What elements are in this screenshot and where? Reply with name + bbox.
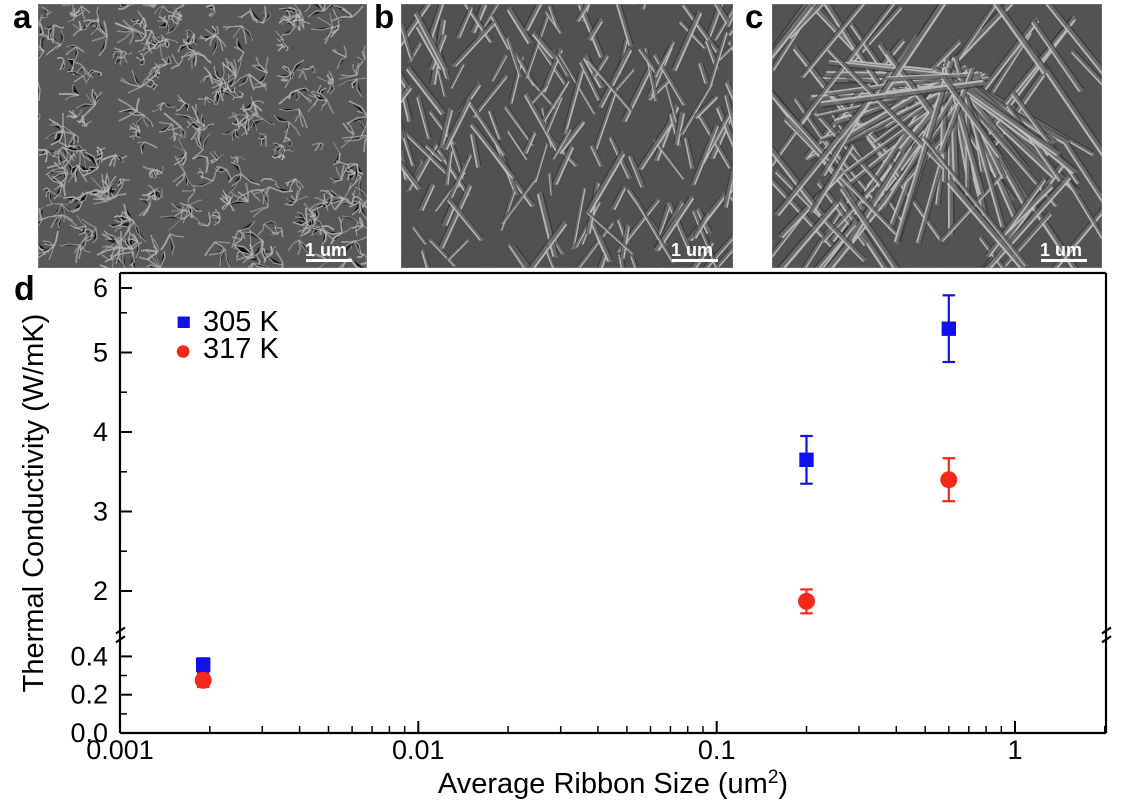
svg-text:0.001: 0.001 [86, 735, 154, 765]
svg-text:6: 6 [93, 273, 108, 303]
svg-text:Thermal Conductivity (W/mK): Thermal Conductivity (W/mK) [18, 314, 50, 693]
svg-text:4: 4 [93, 417, 108, 447]
svg-text:d: d [14, 270, 35, 308]
svg-text:3: 3 [93, 497, 108, 527]
svg-text:0.2: 0.2 [70, 680, 108, 710]
svg-text:317 K: 317 K [203, 333, 279, 365]
svg-text:Average Ribbon Size (um2): Average Ribbon Size (um2) [438, 767, 788, 801]
svg-text:5: 5 [93, 338, 108, 368]
svg-text:1: 1 [1007, 735, 1022, 765]
svg-text:2: 2 [93, 576, 108, 606]
svg-text:0.1: 0.1 [698, 735, 736, 765]
svg-text:0.4: 0.4 [70, 641, 108, 671]
svg-text:0.01: 0.01 [392, 735, 445, 765]
